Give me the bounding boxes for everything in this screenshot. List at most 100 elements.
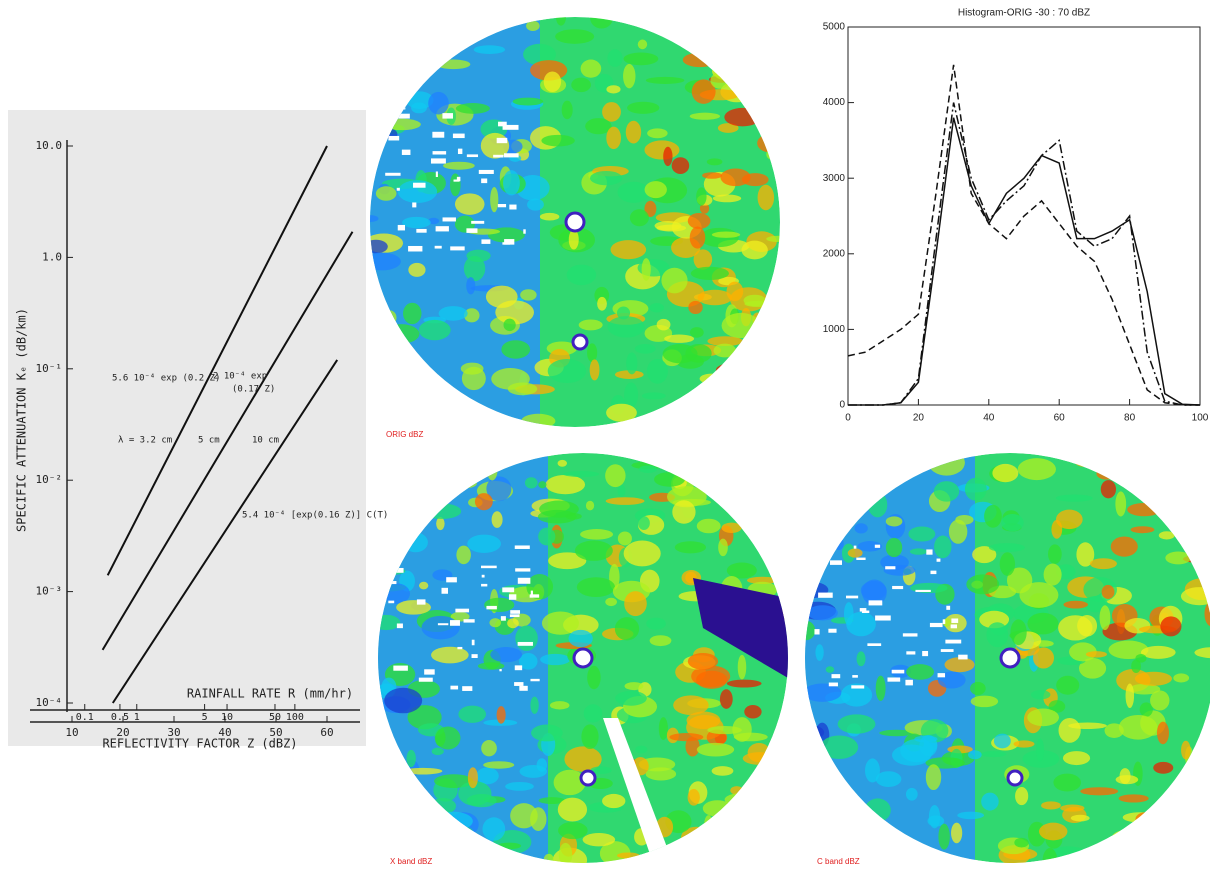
radar-echo — [1014, 837, 1029, 848]
radar-echo — [737, 654, 747, 680]
radar-echo — [1194, 647, 1210, 659]
radar-echo — [662, 344, 698, 364]
radar-echo — [1070, 814, 1090, 822]
image-caption: C band dBZ — [817, 857, 860, 866]
radar-echo — [754, 365, 767, 379]
radar-echo — [805, 683, 842, 702]
radar-echo — [933, 481, 960, 502]
radar-echo — [1104, 723, 1124, 738]
radar-echo — [427, 217, 440, 225]
radar-echo — [968, 750, 982, 760]
radar-echo — [1133, 453, 1151, 462]
radar-echo — [728, 27, 758, 52]
radar-echo — [905, 787, 918, 801]
radar-echo — [741, 240, 768, 260]
radar-echo — [1071, 453, 1097, 467]
radar-echo — [445, 22, 458, 36]
radar-echo — [606, 85, 621, 94]
radar-echo — [697, 289, 733, 306]
clutter — [514, 665, 523, 671]
radar-echo — [754, 465, 765, 479]
radar-echo — [724, 107, 761, 127]
radar-echo — [751, 524, 765, 539]
x-tick-label: 20 — [913, 413, 925, 424]
radar-echo — [538, 481, 547, 489]
rain-tick-label: 0.5 — [111, 712, 129, 723]
radar-echo — [1119, 768, 1131, 784]
radar-echo — [980, 751, 1007, 758]
radar-echo — [716, 24, 748, 31]
attenuation-line — [101, 231, 354, 651]
radar-echo — [536, 758, 548, 772]
radar-echo — [757, 184, 775, 211]
radar-echo — [1058, 717, 1081, 743]
radar-echo — [707, 831, 729, 844]
radar-echo — [458, 705, 487, 723]
clutter — [424, 669, 435, 675]
radar-echo — [587, 343, 598, 363]
radar-echo — [443, 161, 475, 170]
radar-echo — [724, 29, 758, 49]
radar-echo — [580, 529, 614, 540]
radar-echo — [856, 651, 866, 667]
clutter — [432, 131, 445, 138]
radar-echo — [970, 695, 999, 708]
radar-echo — [1192, 842, 1210, 861]
radar-echo — [616, 306, 631, 320]
radar-echo — [773, 44, 780, 51]
clutter — [891, 669, 905, 674]
clutter — [493, 154, 504, 158]
radar-echo — [885, 537, 903, 558]
radar-echo — [507, 382, 538, 396]
radar-echo — [489, 618, 501, 628]
clutter — [481, 178, 488, 184]
histogram-line — [847, 64, 1200, 406]
radar-echo — [970, 681, 986, 696]
clutter — [416, 599, 426, 605]
radar-images: ORIG dBZ X band dBZ C band dBZ — [370, 17, 1210, 866]
radar-echo — [1062, 751, 1091, 766]
radar-echo — [1118, 794, 1149, 803]
radar-image — [805, 453, 1210, 863]
radar-echo — [482, 817, 506, 841]
clutter — [951, 618, 959, 623]
radar-echo — [664, 334, 695, 343]
clutter — [418, 677, 433, 682]
radar-echo — [587, 665, 601, 690]
clutter — [815, 566, 822, 569]
radar-echo — [538, 527, 556, 546]
radar-echo — [1136, 466, 1163, 488]
clutter — [441, 587, 448, 594]
radar-echo — [1158, 531, 1175, 540]
radar-echo — [615, 690, 647, 706]
radar-echo — [406, 749, 416, 768]
radar-echo — [519, 653, 538, 670]
clutter — [432, 151, 447, 155]
radar-echo — [722, 838, 751, 853]
radar-echo — [538, 797, 566, 805]
clutter — [905, 679, 913, 686]
radar-echo — [663, 146, 673, 167]
radar-echo — [1027, 612, 1059, 635]
radar-echo — [568, 229, 579, 250]
radar-echo — [805, 527, 825, 540]
radar-echo — [578, 319, 603, 331]
radar-echo — [526, 574, 554, 600]
radar-echo — [654, 472, 685, 487]
radar-echo — [1101, 584, 1115, 599]
clutter — [413, 182, 426, 188]
radar-echo — [607, 316, 645, 338]
radar-echo — [925, 764, 942, 791]
clutter — [950, 624, 958, 629]
radar-echo — [378, 764, 391, 783]
radar-echo — [992, 463, 1019, 483]
radar-echo — [617, 181, 650, 203]
radar-echo — [379, 329, 404, 336]
clutter — [471, 639, 475, 646]
radar-echo — [732, 717, 752, 742]
radar-echo — [745, 855, 771, 863]
clutter — [831, 674, 841, 679]
clutter — [397, 224, 406, 231]
radar-echo — [531, 724, 563, 742]
radar-echo — [688, 300, 703, 315]
